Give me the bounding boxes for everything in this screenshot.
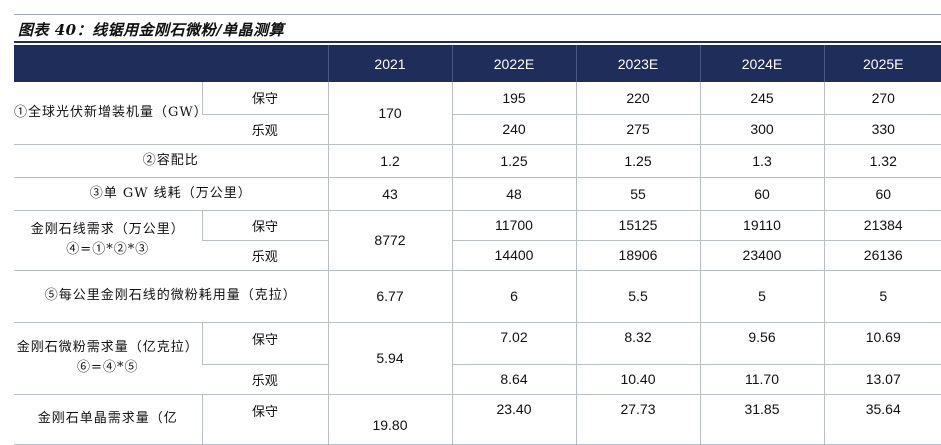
value-cell: 19110 bbox=[699, 210, 824, 241]
scenario-label: 保守 bbox=[201, 394, 328, 445]
value-cell: 9.56 bbox=[699, 322, 824, 365]
header-row: 2021 2022E 2023E 2024E 2025E bbox=[14, 45, 941, 82]
value-cell: 7.02 bbox=[451, 322, 576, 365]
value-cell: 21384 bbox=[823, 210, 941, 241]
value-cell: 48 bbox=[451, 177, 576, 211]
header-cell: 2022E bbox=[451, 45, 576, 82]
value-cell: 195 bbox=[451, 82, 576, 115]
estimate-table: 2021 2022E 2023E 2024E 2025E ①全球光伏新增装机量（… bbox=[14, 45, 941, 445]
value-cell: 5 bbox=[699, 270, 824, 323]
table-row: 金刚石微粉需求量（亿克拉）⑥=④*⑤ 保守 5.94 7.02 8.32 9.5… bbox=[14, 322, 941, 395]
value-cell: 23400 bbox=[699, 240, 824, 271]
value-cell: 5.94 bbox=[327, 322, 452, 395]
value-cell: 5 bbox=[823, 270, 941, 323]
row-label: 金刚石微粉需求量（亿克拉）⑥=④*⑤ bbox=[14, 322, 202, 395]
table-row: ③单 GW 线耗（万公里） 43 48 55 60 60 bbox=[14, 177, 941, 211]
value-cell: 240 bbox=[451, 114, 576, 145]
value-cell: 1.25 bbox=[575, 144, 700, 178]
header-cell: 2025E bbox=[823, 45, 941, 82]
value-cell: 8.32 bbox=[575, 322, 700, 365]
value-cell: 1.32 bbox=[823, 144, 941, 178]
figure-title: 图表 40：线锯用金刚石微粉/单晶测算 bbox=[18, 21, 285, 39]
table-row: ②容配比 1.2 1.25 1.25 1.3 1.32 bbox=[14, 144, 941, 178]
table-row: ①全球光伏新增装机量（GW） 保守 170 195 220 245 270 bbox=[14, 82, 941, 145]
value-cell: 35.64 bbox=[823, 394, 941, 445]
scenario-label: 保守 bbox=[201, 210, 328, 241]
header-cell bbox=[14, 45, 328, 82]
value-cell: 15125 bbox=[575, 210, 700, 241]
value-cell: 275 bbox=[575, 114, 700, 145]
value-cell: 43 bbox=[327, 177, 452, 211]
value-cell: 31.85 bbox=[699, 394, 824, 445]
scenario-label: 保守 bbox=[201, 322, 328, 365]
value-cell: 8.64 bbox=[451, 364, 576, 395]
table-row: 金刚石单晶需求量（亿 保守 19.80 23.40 27.73 31.85 35… bbox=[14, 394, 941, 445]
value-cell: 18906 bbox=[575, 240, 700, 271]
value-cell: 5.5 bbox=[575, 270, 700, 323]
value-cell: 14400 bbox=[451, 240, 576, 271]
scenario-label: 乐观 bbox=[202, 240, 328, 271]
value-cell: 1.3 bbox=[699, 144, 824, 178]
value-cell: 11.70 bbox=[699, 364, 824, 395]
row-label: 金刚石单晶需求量（亿 bbox=[14, 394, 202, 445]
table-row: 乐观 14400 18906 23400 26136 bbox=[14, 240, 941, 271]
title-rule bbox=[14, 41, 941, 43]
row-label: ①全球光伏新增装机量（GW） bbox=[14, 82, 207, 145]
value-cell: 11700 bbox=[451, 210, 576, 241]
value-cell: 220 bbox=[575, 82, 700, 115]
value-cell: 300 bbox=[699, 114, 824, 145]
value-cell: 13.07 bbox=[823, 364, 941, 395]
row-label: ②容配比 bbox=[14, 144, 328, 178]
table-row: 乐观 240 275 300 330 bbox=[14, 114, 941, 145]
value-cell: 1.25 bbox=[451, 144, 576, 178]
value-cell: 55 bbox=[575, 177, 700, 211]
value-cell: 19.80 bbox=[327, 394, 452, 445]
value-cell: 8772 bbox=[327, 210, 452, 271]
value-cell: 10.40 bbox=[575, 364, 700, 395]
value-cell: 170 bbox=[327, 82, 452, 145]
scenario-label: 乐观 bbox=[202, 364, 328, 395]
row-label: ③单 GW 线耗（万公里） bbox=[14, 177, 328, 211]
value-cell: 26136 bbox=[823, 240, 941, 271]
value-cell: 245 bbox=[699, 82, 824, 115]
table-row: ⑤每公里金刚石线的微粉耗用量（克拉） 6.77 6 5.5 5 5 bbox=[14, 270, 941, 323]
row-label: 金刚石线需求（万公里）④=①*②*③ bbox=[14, 210, 202, 271]
top-rule bbox=[14, 14, 941, 15]
header-cell: 2023E bbox=[575, 45, 700, 82]
value-cell: 6.77 bbox=[327, 270, 452, 323]
table-row: 乐观 8.64 10.40 11.70 13.07 bbox=[14, 364, 941, 395]
header-cell: 2024E bbox=[699, 45, 824, 82]
value-cell: 60 bbox=[823, 177, 941, 211]
row-label: ⑤每公里金刚石线的微粉耗用量（克拉） bbox=[14, 270, 328, 323]
value-cell: 1.2 bbox=[327, 144, 452, 178]
value-cell: 330 bbox=[823, 114, 941, 145]
table-row: 金刚石线需求（万公里）④=①*②*③ 保守 8772 11700 15125 1… bbox=[14, 210, 941, 271]
value-cell: 6 bbox=[451, 270, 576, 323]
value-cell: 23.40 bbox=[451, 394, 576, 445]
header-cell: 2021 bbox=[327, 45, 452, 82]
value-cell: 10.69 bbox=[823, 322, 941, 365]
value-cell: 60 bbox=[699, 177, 824, 211]
value-cell: 270 bbox=[823, 82, 941, 115]
scenario-label: 乐观 bbox=[202, 114, 328, 145]
value-cell: 27.73 bbox=[575, 394, 700, 445]
scenario-label: 保守 bbox=[201, 82, 328, 115]
